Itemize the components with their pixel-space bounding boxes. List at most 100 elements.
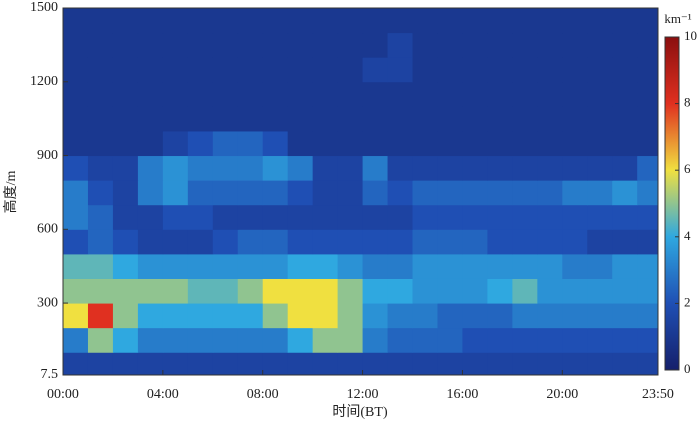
heat-cell — [462, 327, 488, 353]
heat-cell — [262, 57, 289, 83]
heat-cell — [187, 352, 214, 375]
heat-cell — [187, 32, 214, 58]
heat-cell — [237, 352, 264, 375]
heat-cell — [462, 8, 488, 34]
heat-cell — [437, 327, 463, 353]
heat-cell — [462, 253, 488, 279]
heat-cell — [412, 327, 438, 353]
heat-cell — [162, 204, 189, 230]
y-tick-label: 900 — [37, 148, 58, 163]
heat-cell — [337, 155, 364, 181]
heat-cell — [537, 180, 563, 206]
heat-cell — [387, 155, 414, 181]
heat-cell — [262, 229, 289, 255]
heat-cell — [437, 204, 463, 230]
heat-cell — [562, 229, 588, 255]
heat-cell — [362, 352, 389, 375]
heat-cell — [612, 57, 638, 83]
heat-cell — [487, 57, 513, 83]
heat-cell — [462, 155, 488, 181]
heat-cell — [562, 106, 588, 132]
heat-cell — [212, 130, 239, 157]
heat-cell — [612, 229, 638, 255]
heat-cell — [63, 32, 89, 58]
heat-cell — [162, 303, 189, 329]
heat-cell — [137, 32, 164, 58]
heat-cell — [537, 130, 563, 157]
heat-cell — [387, 327, 414, 353]
x-tick-label: 00:00 — [47, 387, 79, 402]
heat-cell — [637, 204, 658, 230]
heat-cell — [212, 32, 239, 58]
heat-cell — [412, 229, 438, 255]
heat-cell — [262, 352, 289, 375]
heat-cell — [312, 57, 339, 83]
heat-cell — [637, 229, 658, 255]
heat-cell — [487, 32, 513, 58]
heat-cell — [237, 253, 264, 279]
heat-cell — [412, 204, 438, 230]
heat-cell — [512, 32, 538, 58]
heat-cell — [612, 253, 638, 279]
heat-cell — [537, 327, 563, 353]
heat-cell — [287, 106, 314, 132]
heat-cell — [187, 155, 214, 181]
heat-cell — [312, 32, 339, 58]
heat-cell — [87, 253, 114, 279]
heat-cell — [262, 180, 289, 206]
heat-cell — [387, 204, 414, 230]
heat-cell — [437, 130, 463, 157]
heat-cell — [487, 253, 513, 279]
heat-cell — [437, 81, 463, 107]
heat-cell — [312, 130, 339, 157]
heat-cell — [362, 155, 389, 181]
heat-cell — [162, 327, 189, 353]
heat-cell — [87, 32, 114, 58]
heat-cell — [412, 57, 438, 83]
heat-cell — [487, 229, 513, 255]
heat-cell — [587, 303, 613, 329]
colorbar-tick-label: 2 — [684, 294, 691, 309]
heat-cell — [63, 57, 89, 83]
heat-cell — [162, 32, 189, 58]
heat-cell — [137, 327, 164, 353]
heat-cell — [287, 253, 314, 279]
heat-cell — [112, 352, 139, 375]
heat-cell — [387, 229, 414, 255]
heat-cell — [412, 253, 438, 279]
colorbar — [664, 36, 680, 371]
heat-cell — [362, 303, 389, 329]
heat-cell — [337, 253, 364, 279]
heat-cell — [512, 229, 538, 255]
heat-cell — [87, 204, 114, 230]
heat-cell — [212, 106, 239, 132]
heat-cell — [63, 253, 89, 279]
heat-cell — [87, 180, 114, 206]
heat-cell — [387, 180, 414, 206]
heat-cell — [637, 327, 658, 353]
heat-cell — [262, 155, 289, 181]
heat-cell — [537, 57, 563, 83]
heat-cell — [637, 155, 658, 181]
colorbar-tick-label: 8 — [684, 95, 691, 110]
heat-cell — [512, 155, 538, 181]
heat-cell — [512, 327, 538, 353]
heat-cell — [337, 229, 364, 255]
heat-cell — [287, 32, 314, 58]
heat-cell — [587, 32, 613, 58]
heat-cell — [137, 253, 164, 279]
heat-cell — [487, 327, 513, 353]
heat-cell — [362, 57, 389, 83]
colorbar-tick-label: 6 — [684, 161, 691, 176]
heat-cell — [312, 180, 339, 206]
heat-cell — [587, 180, 613, 206]
heat-cell — [462, 106, 488, 132]
x-tick-label: 20:00 — [546, 387, 578, 402]
heat-cell — [412, 8, 438, 34]
heat-cell — [512, 352, 538, 375]
heat-cell — [337, 352, 364, 375]
heat-cell — [537, 204, 563, 230]
heat-cell — [562, 81, 588, 107]
heat-cell — [387, 352, 414, 375]
